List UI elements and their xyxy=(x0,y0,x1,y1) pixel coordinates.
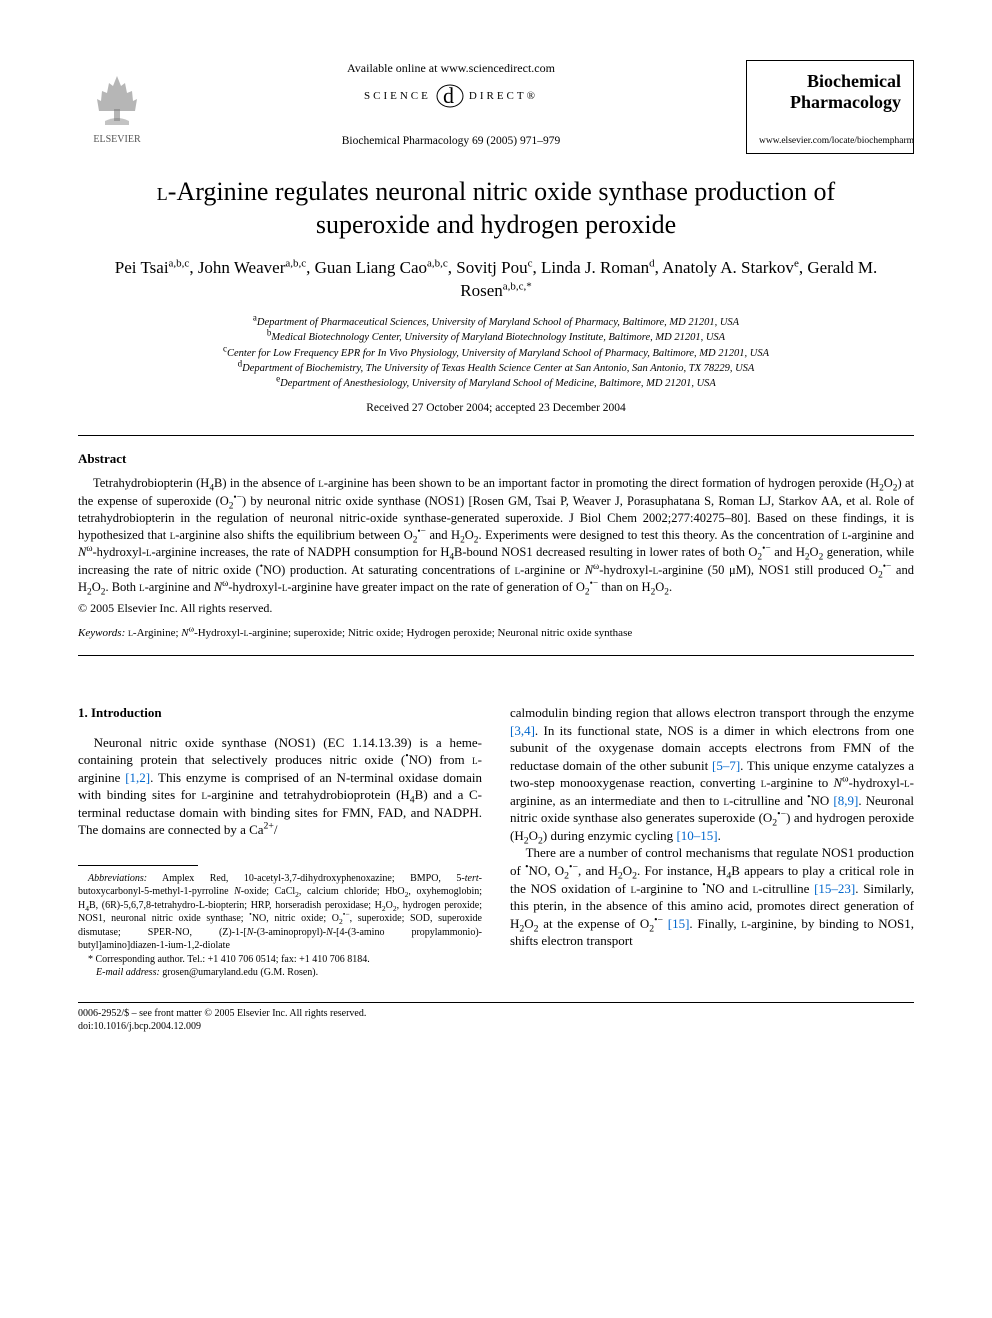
corresponding-author-footnote: * Corresponding author. Tel.: +1 410 706… xyxy=(78,953,482,967)
affiliation: cCenter for Low Frequency EPR for In Viv… xyxy=(78,346,914,361)
copyright-line: © 2005 Elsevier Inc. All rights reserved… xyxy=(78,600,914,616)
elsevier-logo: ELSEVIER xyxy=(78,60,156,146)
left-column: 1. Introduction Neuronal nitric oxide sy… xyxy=(78,704,482,980)
journal-title-box: Biochemical Pharmacology www.elsevier.co… xyxy=(746,60,914,154)
sd-text-left: SCIENCE xyxy=(364,89,431,104)
elsevier-tree-icon xyxy=(87,71,147,131)
divider xyxy=(78,435,914,436)
journal-name-line1: Biochemical xyxy=(759,71,901,92)
divider xyxy=(78,655,914,656)
abstract-body: Tetrahydrobiopterin (H4B) in the absence… xyxy=(78,475,914,596)
article-title: l-Arginine regulates neuronal nitric oxi… xyxy=(118,176,874,241)
sd-text-right: DIRECT® xyxy=(469,89,538,104)
journal-name-line2: Pharmacology xyxy=(759,92,901,113)
abbreviations-footnote: Abbreviations: Amplex Red, 10-acetyl-3,7… xyxy=(78,872,482,953)
sciencedirect-logo: SCIENCE d DIRECT® xyxy=(364,82,538,110)
journal-url: www.elsevier.com/locate/biochempharm xyxy=(759,136,901,147)
available-online-line: Available online at www.sciencedirect.co… xyxy=(176,60,726,76)
svg-text:d: d xyxy=(443,83,457,108)
abstract-heading: Abstract xyxy=(78,450,914,468)
header-center: Available online at www.sciencedirect.co… xyxy=(156,60,746,150)
affiliation: aDepartment of Pharmaceutical Sciences, … xyxy=(78,315,914,330)
affiliations: aDepartment of Pharmaceutical Sciences, … xyxy=(78,315,914,391)
intro-paragraph: Neuronal nitric oxide synthase (NOS1) (E… xyxy=(78,734,482,839)
footer-rule xyxy=(78,1002,914,1003)
sd-swoosh-icon: d xyxy=(435,82,465,110)
footnotes: Abbreviations: Amplex Red, 10-acetyl-3,7… xyxy=(78,872,482,980)
header: ELSEVIER Available online at www.science… xyxy=(78,60,914,154)
affiliation: eDepartment of Anesthesiology, Universit… xyxy=(78,376,914,391)
footer: 0006-2952/$ – see front matter © 2005 El… xyxy=(78,1007,914,1034)
footnote-rule xyxy=(78,865,198,866)
intro-heading: 1. Introduction xyxy=(78,704,482,722)
affiliation: dDepartment of Biochemistry, The Univers… xyxy=(78,361,914,376)
journal-reference: Biochemical Pharmacology 69 (2005) 971–9… xyxy=(176,134,726,150)
article-dates: Received 27 October 2004; accepted 23 De… xyxy=(78,401,914,417)
publisher-name: ELSEVIER xyxy=(93,133,140,147)
authors: Pei Tsaia,b,c, John Weavera,b,c, Guan Li… xyxy=(108,257,884,303)
footer-doi: doi:10.1016/j.bcp.2004.12.009 xyxy=(78,1020,914,1034)
page: ELSEVIER Available online at www.science… xyxy=(0,0,992,1084)
right-column: calmodulin binding region that allows el… xyxy=(510,704,914,980)
email-footnote: E-mail address: grosen@umaryland.edu (G.… xyxy=(78,966,482,980)
affiliation: bMedical Biotechnology Center, Universit… xyxy=(78,330,914,345)
intro-paragraph: calmodulin binding region that allows el… xyxy=(510,704,914,844)
keywords-label: Keywords: xyxy=(78,627,125,639)
body-columns: 1. Introduction Neuronal nitric oxide sy… xyxy=(78,704,914,980)
keywords-text: l-Arginine; Nω-Hydroxyl-l-arginine; supe… xyxy=(125,627,632,639)
journal-box-wrap: Biochemical Pharmacology www.elsevier.co… xyxy=(746,60,914,154)
intro-paragraph: There are a number of control mechanisms… xyxy=(510,844,914,949)
footer-front-matter: 0006-2952/$ – see front matter © 2005 El… xyxy=(78,1007,914,1021)
abstract-text: Tetrahydrobiopterin (H4B) in the absence… xyxy=(78,475,914,596)
keywords: Keywords: l-Arginine; Nω-Hydroxyl-l-argi… xyxy=(78,626,914,641)
